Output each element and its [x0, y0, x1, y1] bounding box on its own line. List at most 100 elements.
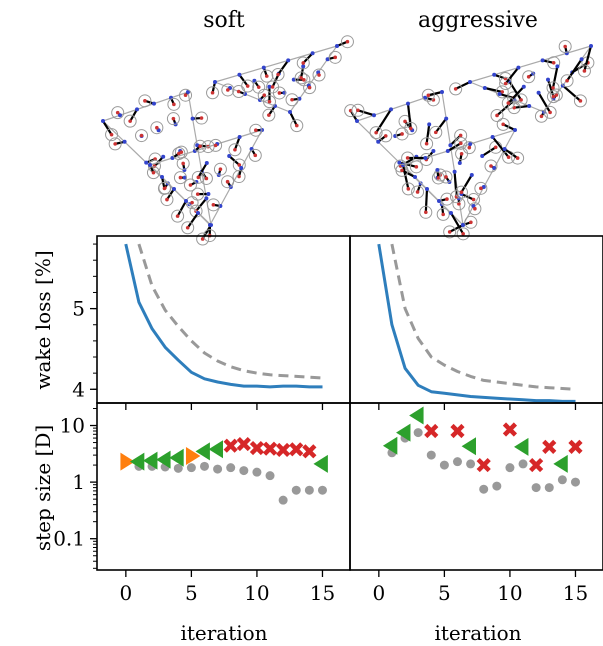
turbine-end-dot [515, 156, 520, 160]
turbine-start [497, 92, 502, 96]
turbine-start [301, 64, 306, 69]
turbine-end [421, 88, 435, 102]
turbine-path [238, 74, 249, 87]
xtick-label: 5 [438, 581, 451, 605]
turbine-path [537, 92, 552, 113]
turbine-end [436, 207, 450, 221]
turbine-end-dot [294, 123, 299, 128]
turbine-path [450, 212, 465, 235]
turbine-end [511, 151, 525, 165]
turbine-end-dot [151, 170, 156, 175]
turbine-end [514, 93, 528, 107]
turbine-end-dot [551, 60, 556, 65]
point-dot [531, 483, 541, 493]
turbine-end [420, 137, 434, 151]
turbine-end-dot [526, 74, 531, 79]
turbine-end [271, 67, 285, 81]
turbine-start [204, 196, 209, 201]
turbine-end [328, 50, 342, 64]
turbine-end [303, 81, 317, 95]
turbine-end-dot [424, 141, 429, 146]
turbine-path [424, 188, 429, 213]
turbine-end [543, 105, 557, 119]
turbine-end-dot [548, 110, 552, 115]
turbine-end-dot [582, 69, 587, 73]
turbine-end-dot [400, 132, 404, 136]
turbine-start [237, 72, 242, 77]
turbine-start [161, 154, 166, 159]
turbine-start [448, 143, 453, 148]
turbine-start [516, 65, 521, 70]
point-dot [317, 485, 327, 495]
turbine-end-dot [459, 190, 464, 194]
turbine-end [266, 80, 280, 94]
turbine-end [262, 108, 276, 122]
turbine-start [589, 44, 593, 48]
farm-boundary [213, 44, 339, 113]
turbine-start [186, 90, 190, 94]
farm-layout-soft [101, 35, 354, 246]
turbine-end-dot [436, 176, 441, 180]
point-x [249, 440, 265, 456]
turbine-end-dot [506, 101, 511, 105]
column-title-aggressive: aggressive [418, 8, 538, 33]
turbine-path [102, 120, 113, 136]
turbine-path [357, 109, 375, 117]
turbine-end [108, 137, 122, 151]
turbine-start [397, 160, 402, 165]
turbine-start [431, 149, 436, 153]
turbine-end [340, 35, 354, 49]
panel-step-soft: 0.1 1 10 0 5 10 15 [53, 402, 351, 605]
turbine-end [150, 121, 164, 135]
turbine-end [160, 193, 174, 207]
turbine-start [527, 104, 532, 108]
turbine-end-dot [445, 197, 449, 201]
turbine-end [443, 225, 457, 239]
turbine-end-dot [405, 156, 410, 160]
turbine-start [481, 185, 486, 189]
turbine-end [560, 74, 574, 88]
turbine-end [111, 106, 125, 120]
turbine-end [546, 90, 560, 104]
point-triangle-left [409, 406, 424, 425]
turbine-end-dot [408, 126, 413, 131]
turbine-end-dot [400, 168, 404, 173]
turbine-end-dot [210, 90, 215, 95]
turbine-end-dot [211, 203, 216, 207]
ytick-label: 10 [60, 414, 85, 438]
turbine-end [439, 170, 453, 184]
point-dot [226, 463, 236, 473]
turbine-end [433, 168, 447, 182]
farm-layout-aggressive [344, 39, 595, 241]
turbine-start [288, 110, 292, 114]
turbine-path [491, 136, 510, 158]
turbine-end-dot [383, 134, 388, 138]
turbine-start [355, 119, 359, 123]
point-triangle-right [185, 446, 201, 465]
series-line-0 [124, 243, 323, 389]
turbine-end [221, 83, 235, 97]
point-x [223, 438, 238, 453]
turbine-end-dot [489, 164, 493, 168]
turbine-end [468, 202, 482, 216]
point-x [424, 423, 439, 439]
xtick-label: 5 [185, 581, 198, 605]
panel-frame [96, 402, 351, 571]
turbine-start [423, 156, 428, 160]
turbine-end [522, 70, 536, 84]
turbine-end-dot [198, 144, 202, 149]
point-dot [557, 475, 567, 485]
turbine-end [176, 156, 190, 170]
turbine-start [237, 135, 242, 139]
point-triangle-right [120, 452, 135, 471]
turbine-end-dot [333, 55, 338, 60]
turbine-start [196, 211, 200, 215]
turbine-end [573, 94, 587, 108]
turbine-start [437, 199, 441, 203]
turbine-end-dot [175, 214, 180, 218]
turbine-start [444, 116, 449, 121]
turbine-start [413, 175, 417, 179]
turbine-end-dot [276, 72, 280, 77]
